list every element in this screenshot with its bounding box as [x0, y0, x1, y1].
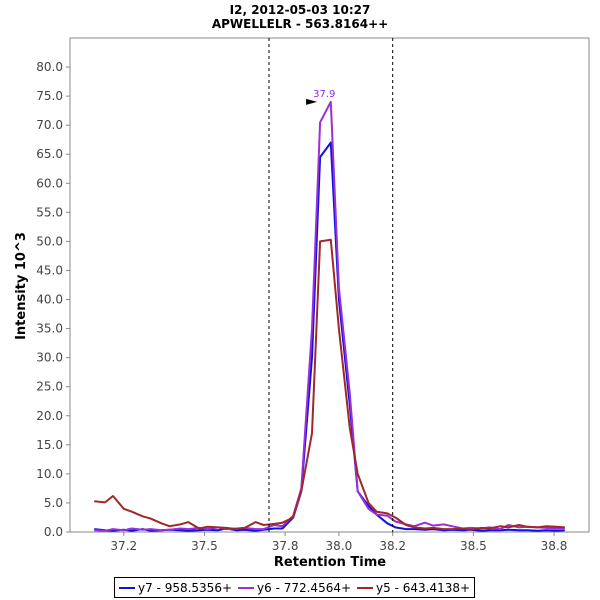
y-tick-label: 75.0 [36, 89, 63, 103]
y-tick-label: 25.0 [36, 380, 63, 394]
legend-swatch [357, 586, 374, 589]
y-tick-label: 60.0 [36, 176, 63, 190]
y-tick-label: 5.0 [44, 496, 63, 510]
legend-swatch [119, 586, 135, 589]
legend-item: y6 - 772.4564+ [238, 581, 351, 595]
y-tick-label: 70.0 [36, 118, 63, 132]
x-tick-label: 38.5 [460, 539, 487, 553]
y-tick-label: 65.0 [36, 147, 63, 161]
series-line [94, 238, 565, 531]
plot-area [69, 37, 590, 533]
y-tick-label: 55.0 [36, 205, 63, 219]
peak-marker-arrow [306, 98, 318, 105]
y-tick-label: 35.0 [36, 322, 63, 336]
y-tick-label: 0.0 [44, 525, 63, 539]
x-tick-label: 38.0 [326, 539, 353, 553]
legend-item: y5 - 643.4138+ [357, 581, 470, 595]
legend-item: y7 - 958.5356+ [119, 581, 232, 595]
x-tick-label: 37.5 [191, 539, 218, 553]
chart-subtitle: APWELLELR - 563.8164++ [211, 17, 389, 31]
y-tick-label: 50.0 [36, 234, 63, 248]
y-axis-label: Intensity 10^3 [14, 232, 29, 340]
y-tick-label: 45.0 [36, 263, 63, 277]
x-tick-label: 38.8 [541, 539, 568, 553]
legend-swatch [238, 586, 255, 589]
y-tick-label: 80.0 [36, 60, 63, 74]
peak-label: 37.9 [313, 89, 335, 100]
legend: y7 - 958.5356+ y6 - 772.4564+ y5 - 643.413… [114, 577, 476, 598]
y-tick-label: 10.0 [36, 467, 63, 481]
legend-label: y6 - 772.4564+ [257, 580, 352, 595]
legend-label: y5 - 643.4138+ [376, 580, 471, 595]
y-tick-label: 20.0 [36, 409, 63, 423]
chart-title: I2, 2012-05-03 10:27 [229, 3, 371, 17]
legend-label: y7 - 958.5356+ [138, 580, 233, 595]
x-tick-label: 37.8 [272, 539, 299, 553]
y-tick-label: 30.0 [36, 351, 63, 365]
y-tick-label: 40.0 [36, 293, 63, 307]
x-tick-label: 37.2 [110, 539, 137, 553]
y-tick-label: 15.0 [36, 438, 63, 452]
x-axis-label: Retention Time [274, 555, 386, 570]
x-tick-label: 38.2 [379, 539, 406, 553]
